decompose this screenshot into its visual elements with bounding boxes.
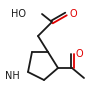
Text: O: O xyxy=(76,49,84,59)
Text: O: O xyxy=(70,9,78,19)
Text: HO: HO xyxy=(11,9,26,19)
Text: NH: NH xyxy=(5,71,20,81)
